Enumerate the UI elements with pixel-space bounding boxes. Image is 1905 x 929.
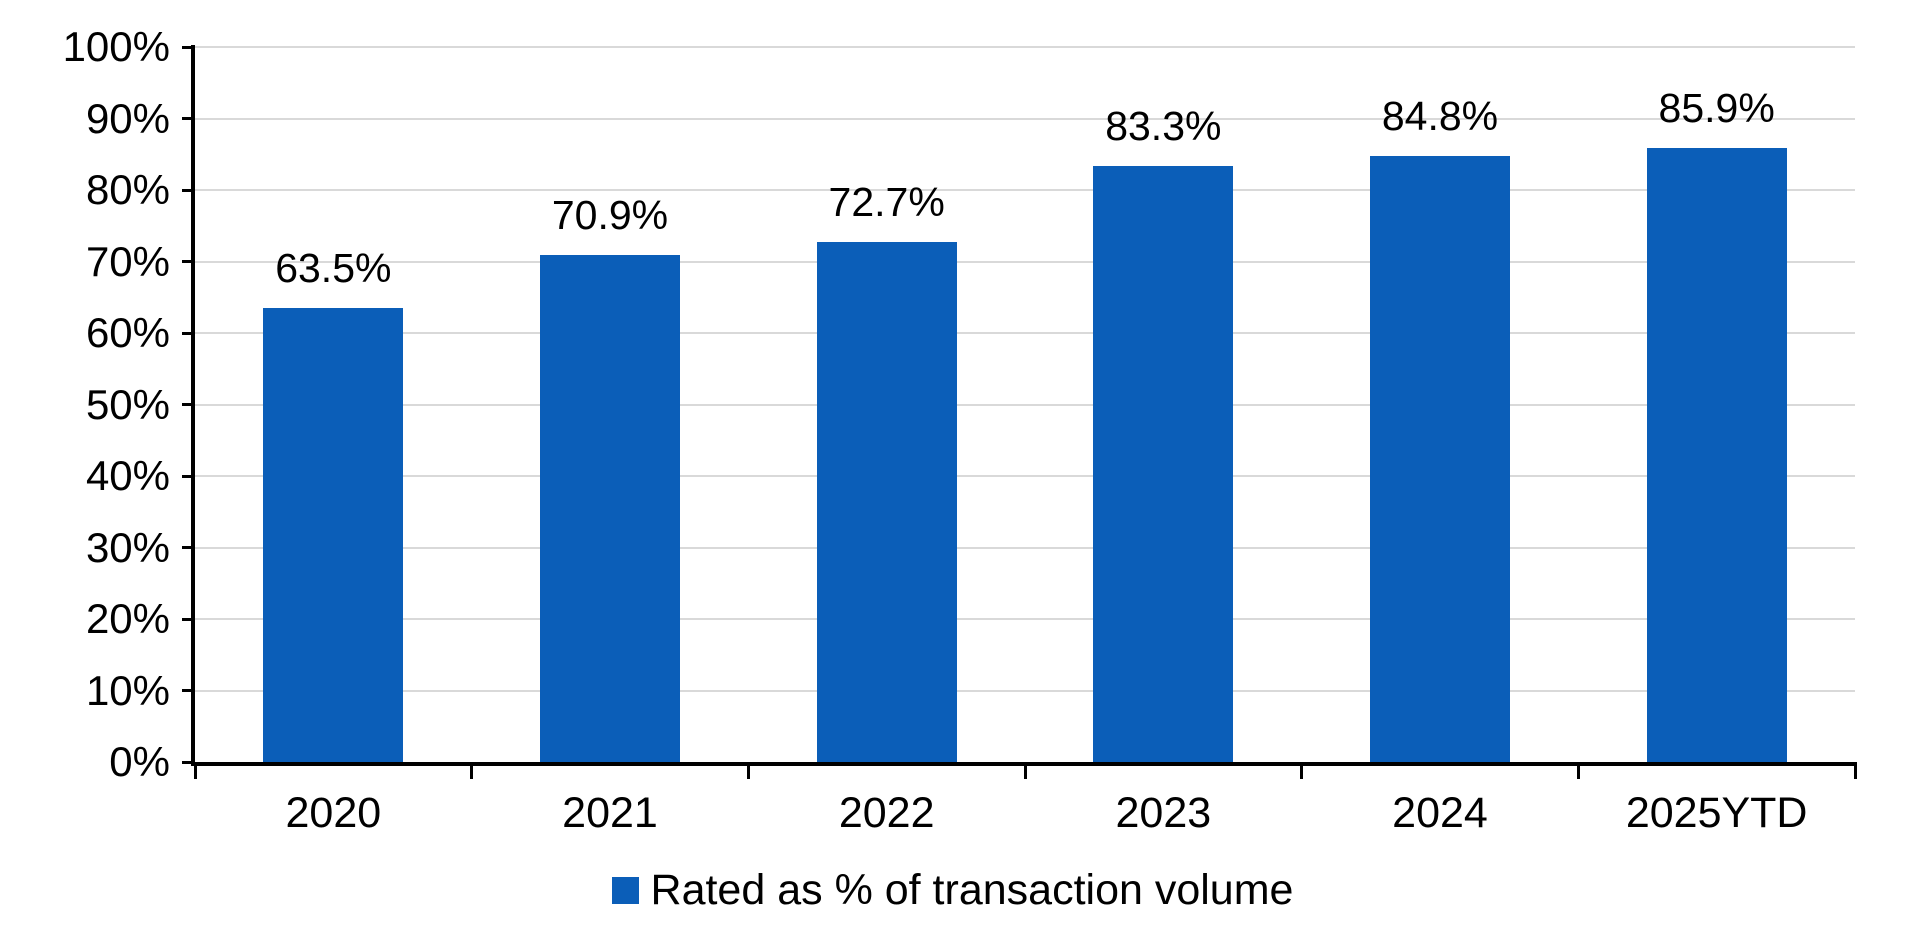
y-axis-tick-label: 20% bbox=[85, 595, 170, 642]
x-axis-line bbox=[191, 762, 1857, 766]
x-axis-tick bbox=[1576, 764, 1580, 779]
y-axis-tick-label: 50% bbox=[85, 380, 170, 428]
y-axis-tick bbox=[182, 403, 195, 406]
bar-value-label: 84.8% bbox=[1381, 92, 1499, 139]
gridline bbox=[195, 618, 1855, 620]
legend-swatch-icon bbox=[611, 876, 639, 904]
y-axis-tick bbox=[182, 474, 195, 478]
bar-value-label: 70.9% bbox=[551, 192, 669, 239]
gridline bbox=[195, 546, 1855, 549]
y-axis-tick bbox=[182, 188, 195, 192]
y-axis-tick bbox=[182, 45, 195, 49]
gridline bbox=[195, 332, 1855, 334]
gridline bbox=[195, 117, 1855, 120]
bar-value-label: 72.7% bbox=[828, 179, 945, 226]
bar bbox=[1646, 147, 1787, 762]
y-axis-line bbox=[191, 45, 195, 766]
bar bbox=[263, 307, 404, 762]
x-axis-category-label: 2025YTD bbox=[1625, 789, 1808, 837]
bar-value-label: 83.3% bbox=[1105, 103, 1222, 150]
x-axis-category-label: 2021 bbox=[562, 789, 658, 837]
bar bbox=[540, 255, 680, 762]
gridline bbox=[195, 475, 1855, 477]
bar bbox=[1093, 166, 1234, 762]
y-axis-tick-label: 80% bbox=[85, 166, 170, 213]
x-axis-tick bbox=[470, 764, 474, 779]
legend-label: Rated as % of transaction volume bbox=[650, 866, 1294, 914]
y-axis-tick bbox=[182, 689, 195, 692]
y-axis-tick-label: 60% bbox=[85, 309, 170, 356]
bar-value-label: 85.9% bbox=[1658, 84, 1775, 131]
y-axis-tick bbox=[182, 260, 195, 263]
y-axis-tick-label: 90% bbox=[85, 94, 170, 142]
x-axis-category-label: 2022 bbox=[838, 789, 935, 837]
gridline bbox=[195, 403, 1855, 406]
x-axis-category-label: 2024 bbox=[1392, 789, 1488, 837]
y-axis-tick-label: 10% bbox=[85, 666, 170, 714]
y-axis-tick-label: 0% bbox=[109, 738, 170, 785]
bar-value-label: 63.5% bbox=[275, 244, 392, 291]
x-axis-category-label: 2020 bbox=[285, 789, 382, 837]
x-axis-tick bbox=[193, 764, 197, 779]
x-axis-tick bbox=[1853, 764, 1857, 779]
gridline bbox=[195, 260, 1855, 263]
bar bbox=[1370, 155, 1510, 762]
x-axis-tick bbox=[746, 764, 750, 779]
y-axis-tick bbox=[182, 117, 195, 120]
y-axis-tick bbox=[182, 546, 195, 549]
x-axis-category-label: 2023 bbox=[1115, 789, 1212, 837]
y-axis-tick bbox=[182, 331, 195, 335]
y-axis-tick-label: 30% bbox=[85, 523, 170, 571]
legend: Rated as % of transaction volume bbox=[0, 866, 1905, 914]
bar bbox=[816, 242, 957, 762]
gridline bbox=[195, 46, 1855, 48]
y-axis-tick-label: 100% bbox=[62, 23, 170, 70]
y-axis-tick-label: 40% bbox=[85, 452, 170, 499]
x-axis-tick bbox=[1023, 764, 1027, 779]
y-axis-tick bbox=[182, 760, 195, 764]
y-axis-tick bbox=[182, 617, 195, 621]
gridline bbox=[195, 189, 1855, 191]
x-axis-tick bbox=[1300, 764, 1304, 779]
y-axis-tick-label: 70% bbox=[85, 237, 170, 285]
gridline bbox=[195, 689, 1855, 692]
